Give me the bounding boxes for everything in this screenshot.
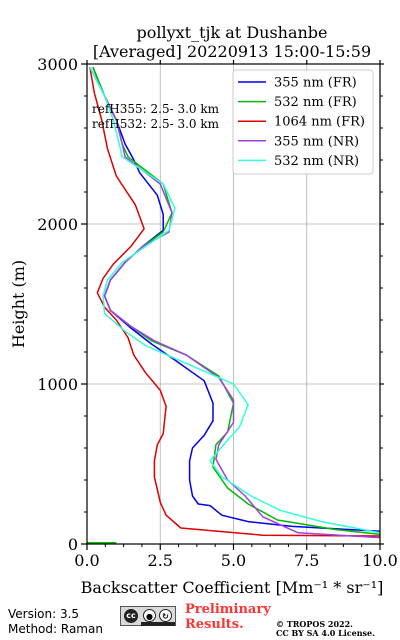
legend-label: 355 nm (FR) <box>274 76 357 91</box>
y-tick-label: 0 <box>68 535 78 554</box>
series-line-3 <box>89 66 380 539</box>
preliminary-line-2: Results. <box>185 617 244 632</box>
x-tick-label: 7.5 <box>294 551 319 570</box>
y-tick-label: 1000 <box>37 375 78 394</box>
legend-label: 532 nm (FR) <box>274 95 357 110</box>
chart-subtitle: [Averaged] 20220913 15:00-15:59 <box>93 42 371 61</box>
y-tick-label: 3000 <box>37 55 78 74</box>
copyright-line-2: CC BY SA 4.0 License. <box>276 628 375 638</box>
y-tick-label: 2000 <box>37 215 78 234</box>
series-line-0 <box>92 66 380 532</box>
x-axis-label: Backscatter Coefficient [Mm⁻¹ * sr⁻¹] <box>81 578 384 597</box>
legend: 355 nm (FR) 532 nm (FR) 1064 nm (FR) 355 nm… <box>232 69 374 175</box>
preliminary-line-1: Preliminary <box>185 602 271 617</box>
series-line-2 <box>89 67 380 537</box>
cc-circle-icon: cc <box>124 609 138 623</box>
method-text: Method: Raman <box>8 622 103 636</box>
series-line-4 <box>89 66 380 534</box>
legend-label: 532 nm (NR) <box>274 154 359 169</box>
axis-ticks: 0.0 2.5 5.0 7.5 10.0 0 1000 2000 3000 <box>37 55 398 570</box>
footer-info: Version: 3.5 Method: Raman <box>8 607 103 637</box>
copyright-notice: © TROPOS 2022. CC BY SA 4.0 License. <box>276 620 375 638</box>
ref-height-532-annotation: refH532: 2.5- 3.0 km <box>92 117 220 131</box>
preliminary-results-label: Preliminary Results. <box>185 602 271 632</box>
legend-box <box>232 69 374 175</box>
legend-label: 355 nm (NR) <box>274 134 359 149</box>
share-alike-icon: ↻ <box>159 609 172 622</box>
copyright-line-1: © TROPOS 2022. <box>276 619 353 629</box>
version-text: Version: 3.5 <box>8 607 80 621</box>
license-strip <box>141 622 175 626</box>
ref-height-355-annotation: refH355: 2.5- 3.0 km <box>92 102 220 116</box>
legend-label: 1064 nm (FR) <box>274 115 365 130</box>
y-axis-label: Height (m) <box>9 260 28 348</box>
x-tick-label: 2.5 <box>148 551 173 570</box>
cc-by-sa-icon: cc ● ↻ <box>120 606 176 626</box>
x-tick-label: 0.0 <box>74 551 99 570</box>
by-person-icon: ● <box>143 609 156 622</box>
chart-title: pollyxt_tjk at Dushanbe <box>136 23 327 42</box>
x-tick-label: 5.0 <box>221 551 246 570</box>
series-lines <box>87 66 380 544</box>
x-tick-label: 10.0 <box>362 551 398 570</box>
